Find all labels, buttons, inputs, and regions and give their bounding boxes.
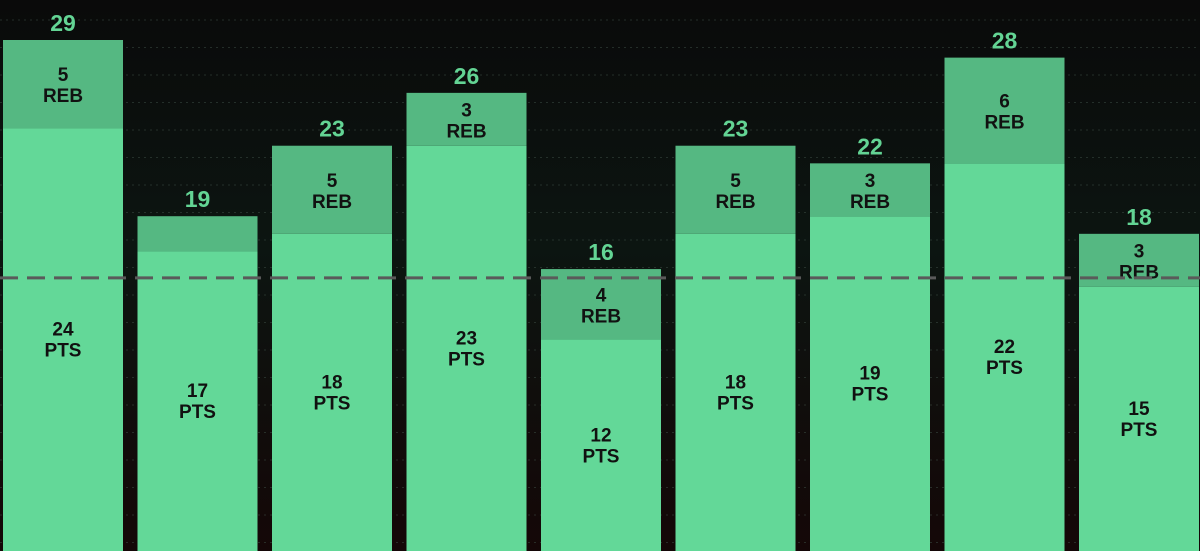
bar-pts — [272, 233, 392, 551]
bar-total-label: 18 — [1126, 204, 1152, 230]
bar-pts — [675, 233, 796, 551]
bar-total-label: 16 — [588, 239, 614, 265]
pts-unit-label: PTS — [448, 349, 485, 370]
bar-pts — [810, 216, 930, 551]
pts-value-label: 19 — [859, 364, 880, 385]
bar-total-label: 29 — [50, 10, 76, 36]
reb-value-label: 3 — [1134, 241, 1145, 262]
pts-value-label: 15 — [1128, 399, 1150, 420]
bar-total-label: 23 — [723, 116, 749, 142]
reb-unit-label: REB — [43, 86, 83, 107]
reb-unit-label: REB — [984, 112, 1024, 133]
reb-value-label: 3 — [461, 100, 472, 121]
bar-pts — [406, 145, 527, 551]
pts-unit-label: PTS — [1121, 420, 1158, 441]
reb-value-label: 5 — [58, 65, 69, 86]
bar-pts — [1079, 286, 1199, 551]
bar-reb — [810, 163, 930, 217]
pts-value-label: 22 — [994, 337, 1015, 358]
bar-total-label: 22 — [857, 133, 883, 159]
bar-total-label: 19 — [185, 186, 211, 212]
bar-pts — [944, 163, 1065, 551]
reb-unit-label: REB — [715, 192, 755, 213]
pts-value-label: 24 — [52, 320, 74, 341]
reb-unit-label: REB — [1119, 262, 1159, 283]
pts-unit-label: PTS — [179, 402, 216, 423]
bar-reb — [137, 216, 258, 252]
reb-unit-label: REB — [312, 192, 352, 213]
pts-value-label: 17 — [187, 381, 208, 402]
bar-pts — [137, 251, 258, 551]
bar-reb — [272, 145, 392, 234]
pts-unit-label: PTS — [717, 393, 754, 414]
bar-total-label: 28 — [992, 28, 1018, 54]
reb-value-label: 5 — [730, 171, 741, 192]
bar-reb — [675, 145, 796, 234]
bar-reb — [944, 57, 1065, 164]
bar-pts — [3, 128, 123, 551]
reb-value-label: 6 — [999, 91, 1010, 112]
pts-unit-label: PTS — [986, 358, 1023, 379]
reb-unit-label: REB — [850, 192, 890, 213]
pts-unit-label: PTS — [583, 446, 620, 467]
pts-value-label: 12 — [590, 425, 611, 446]
reb-unit-label: REB — [581, 306, 621, 327]
pts-value-label: 23 — [456, 328, 477, 349]
bar-pts — [541, 339, 661, 551]
pts-value-label: 18 — [321, 372, 342, 393]
bar-reb — [406, 92, 527, 146]
pts-unit-label: PTS — [314, 393, 351, 414]
pts-unit-label: PTS — [852, 385, 889, 406]
reb-unit-label: REB — [446, 121, 486, 142]
reb-value-label: 5 — [327, 171, 338, 192]
pts-unit-label: PTS — [45, 341, 82, 362]
bar-reb — [541, 269, 661, 340]
reb-value-label: 4 — [596, 285, 607, 306]
bar-total-label: 23 — [319, 116, 345, 142]
bar-total-label: 26 — [454, 63, 480, 89]
bar-reb — [3, 40, 123, 129]
reb-value-label: 3 — [865, 171, 876, 192]
pts-value-label: 18 — [725, 372, 746, 393]
